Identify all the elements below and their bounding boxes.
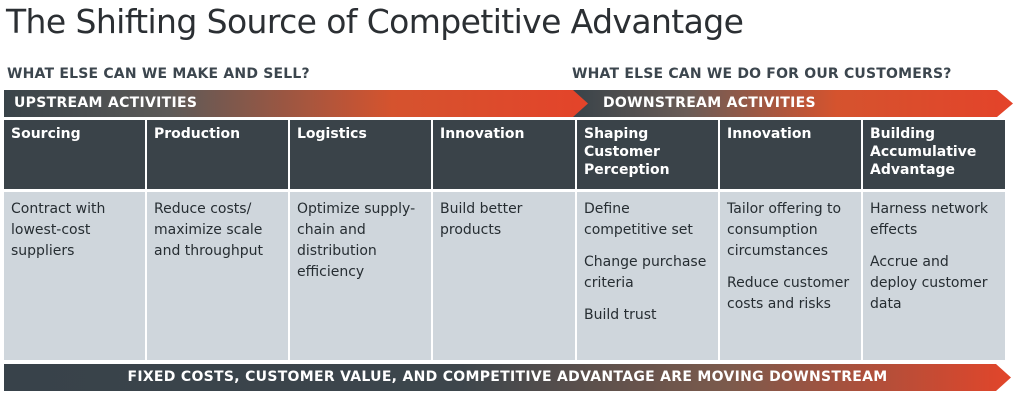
column-body: Tailor offering to consumption circumsta…: [720, 192, 861, 360]
column-body: Contract with lowest-cost suppliers: [4, 192, 145, 360]
column-heading: Shaping Customer Perception: [577, 120, 718, 189]
upstream-question: WHAT ELSE CAN WE MAKE AND SELL?: [7, 66, 310, 82]
column-body: Build better products: [433, 192, 575, 360]
column-heading: Sourcing: [4, 120, 145, 189]
column-item: Define competitive set: [584, 201, 693, 238]
column-item: Change purchase criteria: [584, 254, 707, 291]
column-item: Contract with lowest-cost suppliers: [11, 201, 106, 259]
column-item: Optimize supply-chain and distribution e…: [297, 201, 416, 280]
column-heading: Building Accumulative Advantage: [863, 120, 1005, 189]
footer-arrow: FIXED COSTS, CUSTOMER VALUE, AND COMPETI…: [4, 364, 1011, 391]
footer-label: FIXED COSTS, CUSTOMER VALUE, AND COMPETI…: [127, 369, 888, 385]
upstream-activities-arrow: UPSTREAM ACTIVITIES: [4, 90, 592, 117]
column-body: Define competitive set Change purchase c…: [577, 192, 718, 360]
column-body: Optimize supply-chain and distribution e…: [290, 192, 431, 360]
column-innovation-downstream: Innovation Tailor offering to consumptio…: [720, 120, 861, 360]
page-title: The Shifting Source of Competitive Advan…: [6, 2, 744, 41]
column-item: Build better products: [440, 201, 523, 238]
column-shaping-customer-perception: Shaping Customer Perception Define compe…: [577, 120, 718, 360]
column-heading: Production: [147, 120, 288, 189]
downstream-question: WHAT ELSE CAN WE DO FOR OUR CUSTOMERS?: [572, 66, 952, 82]
column-logistics: Logistics Optimize supply-chain and dist…: [290, 120, 431, 360]
column-item: Build trust: [584, 307, 657, 323]
column-item: Tailor offering to consumption circumsta…: [727, 201, 842, 259]
downstream-activities-arrow: DOWNSTREAM ACTIVITIES: [573, 90, 1013, 117]
upstream-activities-label: UPSTREAM ACTIVITIES: [14, 95, 198, 111]
column-sourcing: Sourcing Contract with lowest-cost suppl…: [4, 120, 145, 360]
column-production: Production Reduce costs/ maximize scale …: [147, 120, 288, 360]
column-body: Reduce costs/ maximize scale and through…: [147, 192, 288, 360]
column-item: Reduce costs/ maximize scale and through…: [154, 201, 264, 259]
column-heading: Innovation: [720, 120, 861, 189]
downstream-activities-label: DOWNSTREAM ACTIVITIES: [603, 95, 816, 111]
column-innovation-upstream: Innovation Build better products: [433, 120, 575, 360]
column-building-accumulative-advantage: Building Accumulative Advantage Harness …: [863, 120, 1005, 360]
column-item: Accrue and deploy customer data: [870, 254, 988, 312]
column-item: Harness network effects: [870, 201, 988, 238]
column-body: Harness network effects Accrue and deplo…: [863, 192, 1005, 360]
column-item: Reduce customer costs and risks: [727, 275, 850, 312]
column-heading: Innovation: [433, 120, 575, 189]
column-heading: Logistics: [290, 120, 431, 189]
